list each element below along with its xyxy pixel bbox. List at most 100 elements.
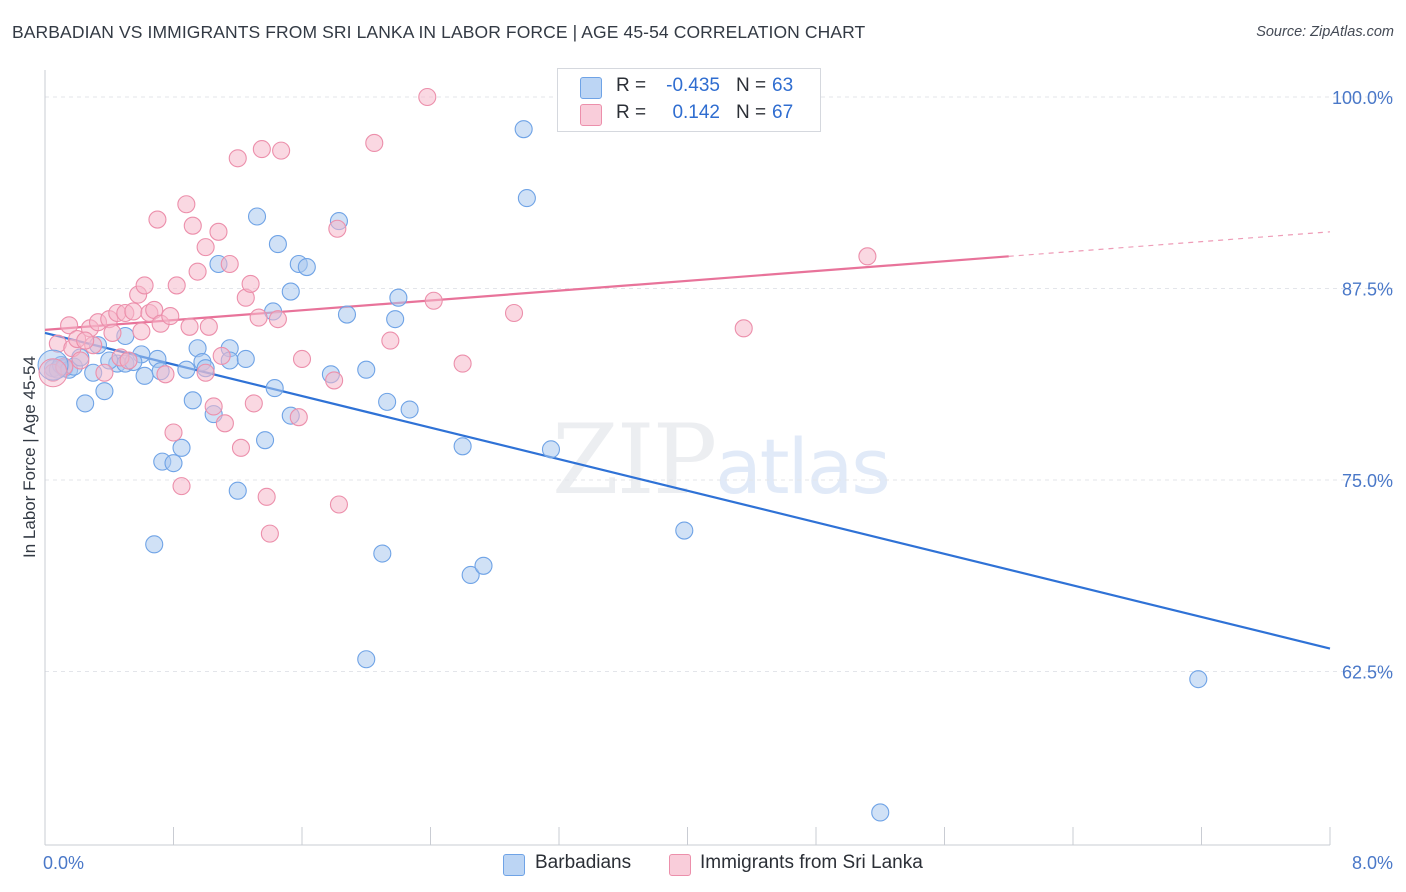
- data-point-0: [247, 207, 267, 226]
- data-point-0: [236, 349, 255, 369]
- data-point-1: [858, 247, 877, 266]
- data-point-1: [231, 438, 251, 457]
- data-point-0: [183, 391, 202, 410]
- data-point-0: [337, 305, 357, 324]
- data-point-1: [418, 87, 437, 107]
- data-point-1: [453, 354, 472, 373]
- data-point-1: [204, 397, 223, 416]
- data-point-0: [135, 366, 154, 385]
- data-point-0: [474, 556, 493, 575]
- data-point-1: [734, 319, 753, 338]
- tick-labels: 62.5% 75.0% 87.5% 100.0% 0.0% 8.0% In Labor Fo…: [20, 88, 1393, 873]
- legend-n-value: 67: [772, 102, 794, 123]
- data-point-0: [357, 650, 376, 669]
- data-point-1: [172, 477, 191, 496]
- data-points: [37, 87, 1208, 822]
- data-point-0: [268, 235, 287, 254]
- data-point-cluster: [38, 358, 68, 388]
- source-label: Source: ZipAtlas.com: [1256, 24, 1394, 40]
- legend-n-value: 63: [772, 75, 794, 96]
- data-point-1: [365, 133, 384, 153]
- data-point-cluster: [37, 349, 69, 381]
- data-point-0: [265, 379, 284, 398]
- chart-title: BARBADIAN VS IMMIGRANTS FROM SRI LANKA I…: [12, 22, 866, 42]
- x-tick-label-min: 0.0%: [43, 853, 84, 873]
- data-point-1: [161, 307, 180, 326]
- data-point-1: [504, 303, 524, 323]
- data-point-1: [164, 423, 183, 442]
- data-point-0: [400, 400, 419, 419]
- legend-n-label: N =: [736, 102, 767, 123]
- data-point-1: [180, 317, 199, 336]
- data-point-1: [260, 524, 279, 543]
- data-point-0: [177, 360, 196, 379]
- data-point-1: [156, 365, 175, 384]
- data-point-0: [378, 392, 397, 411]
- series-legend: Barbadians Immigrants from Sri Lanka: [503, 852, 923, 876]
- legend-swatch-barbadians: [503, 854, 525, 876]
- data-point-0: [389, 288, 408, 307]
- legend-row-barbadians: R = -0.435 N = 63: [558, 73, 820, 101]
- data-point-1: [257, 487, 276, 506]
- data-point-0: [95, 382, 114, 401]
- data-point-1: [241, 274, 260, 293]
- data-point-0: [386, 310, 405, 329]
- data-point-1: [328, 219, 347, 238]
- data-point-1: [329, 495, 348, 514]
- data-point-0: [514, 120, 533, 139]
- trend-line-extension-1: [1008, 231, 1331, 257]
- legend-label-sri-lanka: Immigrants from Sri Lanka: [700, 852, 923, 873]
- data-point-0: [281, 282, 300, 301]
- data-point-1: [292, 349, 312, 369]
- data-point-1: [119, 351, 138, 370]
- data-point-1: [95, 363, 114, 382]
- x-tick-label-max: 8.0%: [1352, 853, 1393, 873]
- data-point-1: [132, 322, 151, 341]
- data-point-0: [357, 360, 376, 379]
- data-point-0: [297, 258, 316, 277]
- data-point-1: [188, 262, 207, 281]
- trend-line-0: [44, 331, 1331, 650]
- data-point-1: [76, 331, 95, 350]
- data-point-0: [541, 440, 561, 459]
- data-point-1: [268, 310, 287, 329]
- data-point-0: [453, 437, 472, 456]
- data-point-1: [244, 394, 263, 413]
- data-point-1: [196, 238, 215, 257]
- watermark: ZIPatlas: [552, 404, 891, 516]
- data-point-1: [71, 351, 90, 370]
- y-axis-label: In Labor Force | Age 45-54: [20, 356, 39, 558]
- data-point-0: [675, 521, 694, 540]
- data-point-1: [381, 331, 400, 350]
- data-point-1: [196, 363, 215, 382]
- trend-line-1: [44, 255, 1009, 331]
- legend-swatch-barbadians: [580, 77, 602, 99]
- legend-n-label: N =: [736, 75, 767, 96]
- data-point-1: [199, 317, 218, 336]
- data-point-0: [164, 454, 183, 473]
- y-tick-label: 75.0%: [1342, 471, 1393, 491]
- y-tick-label: 62.5%: [1342, 663, 1393, 683]
- data-point-1: [60, 316, 79, 335]
- y-tick-label: 87.5%: [1342, 280, 1393, 300]
- legend-r-value: 0.142: [672, 102, 720, 123]
- y-tick-label: 100.0%: [1332, 88, 1393, 108]
- data-point-1: [215, 414, 234, 433]
- correlation-legend: R = -0.435 N = 63 R = 0.142 N = 67: [557, 68, 821, 132]
- data-point-0: [145, 535, 164, 554]
- data-point-1: [212, 346, 231, 365]
- data-point-1: [177, 195, 196, 214]
- data-point-1: [272, 141, 291, 160]
- axes: [44, 70, 1331, 846]
- data-point-1: [124, 302, 143, 321]
- legend-swatch-sri-lanka: [580, 104, 602, 126]
- data-point-1: [249, 308, 268, 327]
- data-point-1: [325, 371, 344, 390]
- data-point-1: [228, 149, 247, 168]
- data-point-1: [135, 276, 154, 295]
- data-point-0: [256, 431, 275, 450]
- data-point-1: [289, 408, 308, 427]
- data-point-0: [517, 189, 536, 208]
- data-point-0: [461, 565, 480, 585]
